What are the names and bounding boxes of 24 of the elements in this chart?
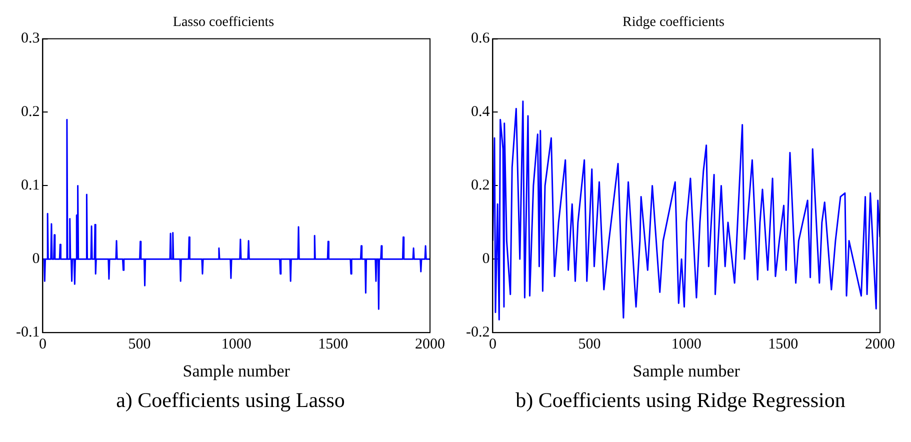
y-tick-label: 0.2 bbox=[20, 104, 40, 120]
chart-title: Ridge coefficients bbox=[622, 15, 724, 30]
x-axis-title: Sample number bbox=[182, 361, 290, 380]
x-axis-title: Sample number bbox=[632, 361, 740, 380]
y-tick-label: 0.1 bbox=[20, 178, 40, 194]
x-tick-label: 500 bbox=[128, 336, 151, 353]
y-tick-label: 0.4 bbox=[470, 104, 490, 120]
chart-title: Lasso coefficients bbox=[172, 15, 274, 30]
y-tick-label: 0 bbox=[482, 251, 490, 268]
y-tick-label: 0.6 bbox=[470, 30, 490, 47]
x-tick-label: 1000 bbox=[221, 336, 252, 353]
y-tick-label: 0 bbox=[32, 251, 40, 268]
y-tick-label: -0.2 bbox=[466, 324, 490, 341]
x-tick-label: 2000 bbox=[415, 336, 445, 353]
x-tick-label: 1500 bbox=[318, 336, 348, 353]
text: a) Coefficients using Lasso bbox=[116, 388, 345, 413]
y-tick-label: 0.3 bbox=[20, 30, 40, 47]
x-tick-label: 1000 bbox=[671, 336, 702, 353]
y-tick-label: 0.2 bbox=[470, 178, 490, 194]
text: b) Coefficients using Ridge Regression bbox=[516, 388, 846, 413]
x-tick-label: 2000 bbox=[865, 336, 895, 353]
y-tick-label: -0.1 bbox=[16, 324, 40, 341]
x-tick-label: 500 bbox=[578, 336, 601, 353]
x-tick-label: 1500 bbox=[768, 336, 798, 353]
